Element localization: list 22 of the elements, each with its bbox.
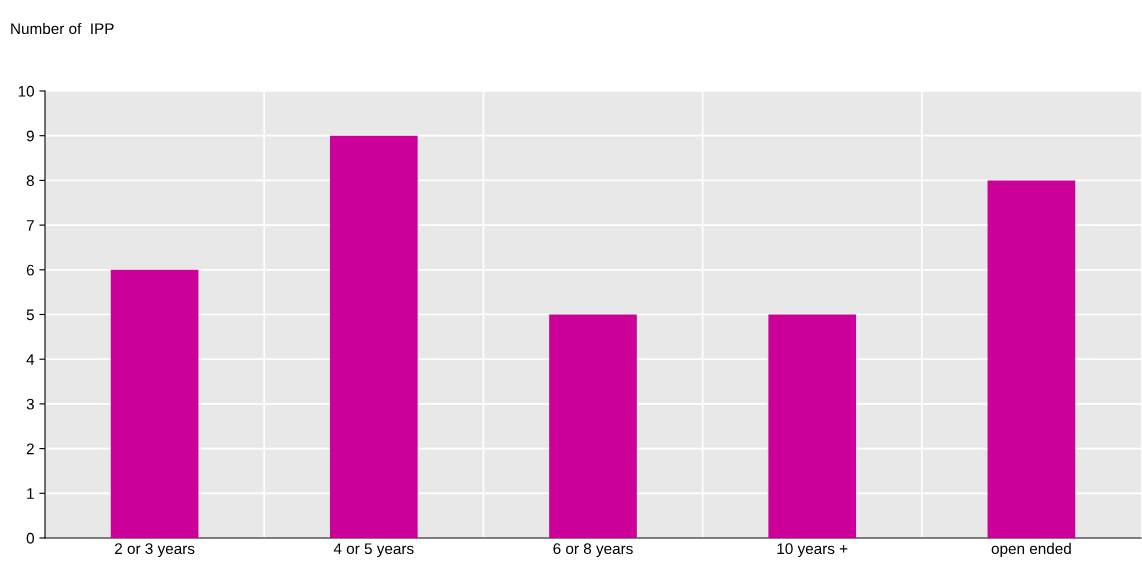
y-tick-label: 5 xyxy=(26,309,34,321)
y-tick-label: 9 xyxy=(26,130,34,142)
x-tick-label: open ended xyxy=(991,542,1071,558)
y-tick-label: 0 xyxy=(26,532,34,544)
y-tick-label: 4 xyxy=(26,354,35,365)
bar xyxy=(987,180,1076,538)
y-tick-label: 3 xyxy=(26,398,34,410)
x-tick-label: 2 or 3 years xyxy=(115,543,195,558)
y-tick-label: 1 xyxy=(27,488,34,499)
bar xyxy=(768,314,857,538)
y-tick-label: 2 xyxy=(26,443,34,455)
bar xyxy=(329,135,418,538)
y-tick-label: 7 xyxy=(26,220,34,231)
x-tick-label: 4 or 5 years xyxy=(333,543,414,558)
bar xyxy=(549,314,637,538)
y-tick-label: 10 xyxy=(18,85,34,97)
x-tick-label: 10 years + xyxy=(777,543,848,558)
bar xyxy=(110,269,199,538)
x-tick-label: 6 or 8 years xyxy=(553,543,633,558)
y-tick-label: 6 xyxy=(26,264,34,276)
y-axis-title: Number of IPP xyxy=(11,22,114,35)
y-tick-label: 8 xyxy=(26,175,34,187)
